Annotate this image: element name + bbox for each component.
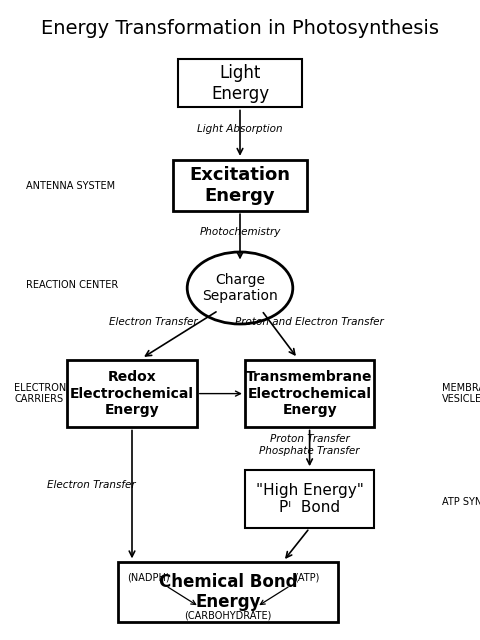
- Text: Light
Energy: Light Energy: [211, 64, 269, 102]
- Text: (ATP): (ATP): [295, 573, 320, 583]
- Ellipse shape: [187, 252, 293, 324]
- FancyBboxPatch shape: [67, 360, 197, 428]
- Text: Electron Transfer: Electron Transfer: [47, 480, 135, 490]
- Text: Photochemistry: Photochemistry: [199, 227, 281, 237]
- Text: Electron Transfer: Electron Transfer: [109, 317, 198, 327]
- Text: "High Energy"
Pᴵ  Bond: "High Energy" Pᴵ Bond: [256, 483, 363, 515]
- Text: REACTION CENTER: REACTION CENTER: [26, 280, 119, 290]
- Text: MEMBRANE
VESICLE: MEMBRANE VESICLE: [442, 383, 480, 404]
- Text: Redox
Electrochemical
Energy: Redox Electrochemical Energy: [70, 371, 194, 417]
- Text: Light Absorption: Light Absorption: [197, 124, 283, 134]
- Text: Chemical Bond
Energy: Chemical Bond Energy: [159, 573, 297, 611]
- Text: Proton Transfer
Phosphate Transfer: Proton Transfer Phosphate Transfer: [259, 434, 360, 456]
- Text: Excitation
Energy: Excitation Energy: [190, 166, 290, 205]
- Text: Charge
Separation: Charge Separation: [202, 273, 278, 303]
- Text: ATP SYNTHASE: ATP SYNTHASE: [442, 497, 480, 508]
- Text: Transmembrane
Electrochemical
Energy: Transmembrane Electrochemical Energy: [246, 371, 373, 417]
- Text: ELECTRON
CARRIERS: ELECTRON CARRIERS: [14, 383, 67, 404]
- FancyBboxPatch shape: [173, 160, 307, 211]
- Text: Energy Transformation in Photosynthesis: Energy Transformation in Photosynthesis: [41, 19, 439, 38]
- Text: ANTENNA SYSTEM: ANTENNA SYSTEM: [26, 180, 116, 191]
- FancyBboxPatch shape: [245, 360, 374, 428]
- FancyBboxPatch shape: [178, 60, 302, 107]
- Text: (CARBOHYDRATE): (CARBOHYDRATE): [184, 611, 272, 621]
- Text: (NADPH): (NADPH): [128, 573, 170, 583]
- FancyBboxPatch shape: [245, 470, 374, 528]
- Text: Proton and Electron Transfer: Proton and Electron Transfer: [235, 317, 384, 327]
- FancyBboxPatch shape: [118, 562, 338, 622]
